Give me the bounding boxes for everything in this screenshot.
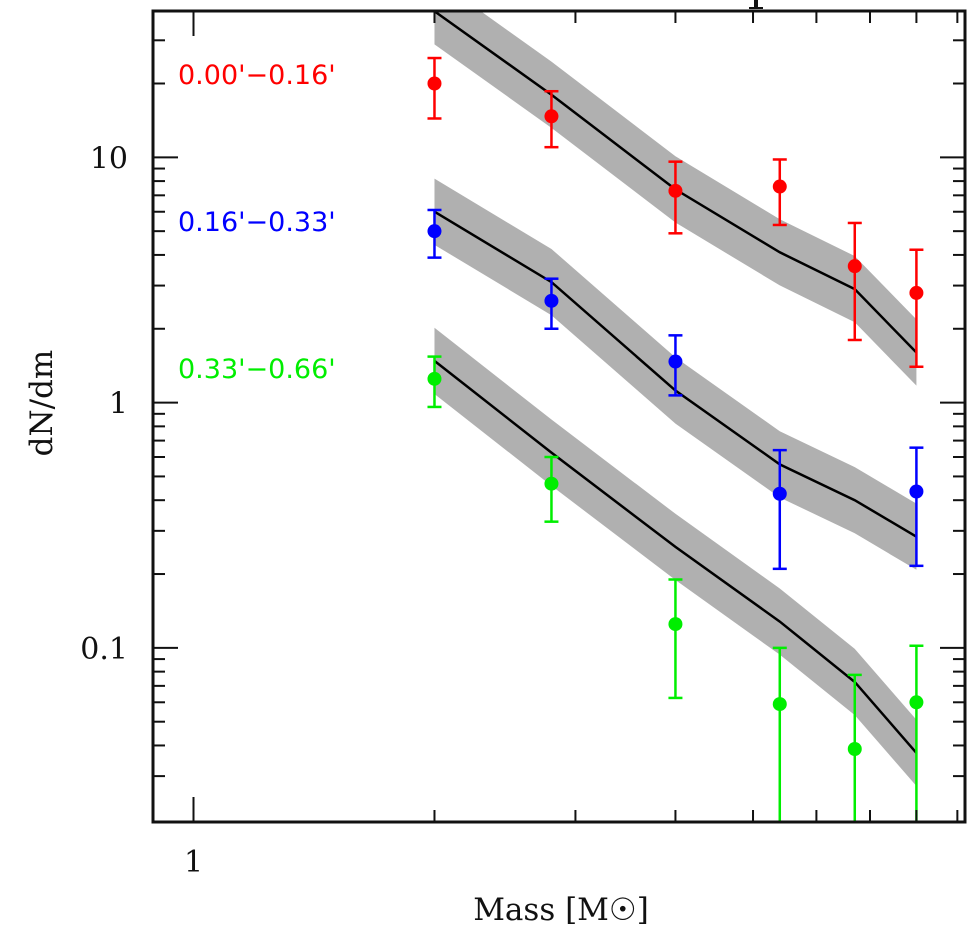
data-point-series-0 bbox=[668, 160, 683, 235]
y-tick-label: 1 bbox=[109, 387, 128, 422]
data-marker bbox=[544, 293, 559, 308]
data-marker bbox=[847, 259, 862, 274]
model-band-series-2 bbox=[434, 327, 917, 787]
data-point-series-0 bbox=[909, 248, 924, 369]
data-marker bbox=[427, 224, 442, 239]
legend-label-series-1: 0.16'−0.33' bbox=[178, 207, 336, 238]
legend-label-series-2: 0.33'−0.66' bbox=[178, 354, 336, 385]
data-point-series-2 bbox=[909, 644, 924, 822]
data-point-series-0 bbox=[772, 158, 787, 227]
model-line-series-0 bbox=[433, 11, 918, 354]
data-point-series-2 bbox=[544, 455, 559, 523]
data-point-series-1 bbox=[668, 334, 683, 397]
data-point-series-2 bbox=[427, 355, 442, 409]
data-marker bbox=[544, 109, 559, 124]
data-point-series-1 bbox=[909, 446, 924, 568]
data-marker bbox=[427, 76, 442, 91]
data-points bbox=[427, 56, 924, 822]
data-point-series-1 bbox=[427, 208, 442, 259]
model-line-series-1 bbox=[433, 210, 918, 538]
data-point-series-0 bbox=[427, 56, 442, 120]
data-marker bbox=[909, 484, 924, 499]
clipped-title-fragment-serif bbox=[749, 7, 763, 9]
model-line-series-2 bbox=[433, 359, 918, 754]
data-marker bbox=[668, 617, 683, 632]
data-marker bbox=[544, 476, 559, 491]
data-point-series-0 bbox=[544, 89, 559, 149]
x-tick-label: 1 bbox=[184, 845, 203, 880]
data-marker bbox=[772, 486, 787, 501]
legend: 0.00'−0.16' 0.16'−0.33' 0.33'−0.66' bbox=[178, 60, 336, 385]
data-marker bbox=[909, 695, 924, 710]
axes bbox=[151, 0, 967, 824]
data-marker bbox=[427, 371, 442, 386]
data-marker bbox=[668, 354, 683, 369]
y-tick-label: 0.1 bbox=[80, 632, 128, 667]
x-axis-title: Mass [M☉] bbox=[473, 892, 649, 928]
legend-label-series-0: 0.00'−0.16' bbox=[178, 60, 336, 91]
data-marker bbox=[772, 697, 787, 712]
data-point-series-2 bbox=[847, 673, 862, 822]
data-point-series-0 bbox=[847, 221, 862, 342]
plot-frame bbox=[151, 9, 967, 824]
clipped-title-fragment bbox=[754, 0, 758, 9]
axis-ticks bbox=[153, 11, 965, 822]
data-marker bbox=[772, 179, 787, 194]
data-point-series-2 bbox=[668, 578, 683, 700]
data-marker bbox=[668, 183, 683, 198]
data-marker bbox=[909, 285, 924, 300]
y-tick-label: 10 bbox=[90, 141, 128, 176]
data-marker bbox=[847, 741, 862, 756]
model-lines bbox=[433, 11, 918, 754]
tick-labels: 1 0.1 1 10 bbox=[80, 141, 203, 880]
data-point-series-1 bbox=[772, 448, 787, 571]
y-axis-title: dN/dm bbox=[24, 350, 60, 457]
data-point-series-1 bbox=[544, 277, 559, 331]
data-point-series-2 bbox=[772, 646, 787, 822]
